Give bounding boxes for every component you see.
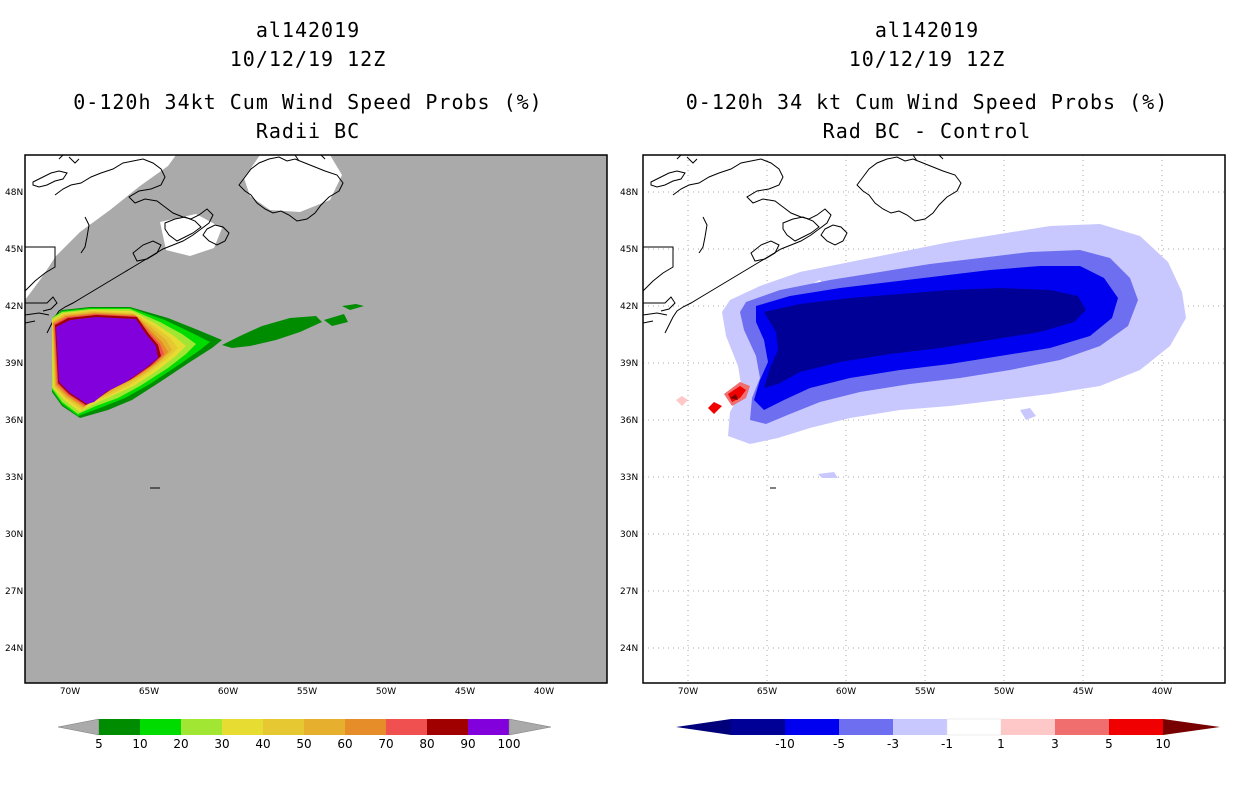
colorbar-swatch [263, 719, 304, 735]
left-subtitle: Radii BC [255, 119, 361, 143]
colorbar-label: 3 [1051, 737, 1059, 751]
right-map-panel [642, 154, 1226, 684]
left-axis-labels: 48N 45N 42N 39N 36N 33N 30N 27N 24N 70W 65W 60W 55W 5… [5, 188, 554, 697]
colorbar-swatch [1001, 719, 1055, 735]
colorbar-label: -10 [775, 737, 795, 751]
colorbar-swatch [1055, 719, 1109, 735]
colorbar-swatch [893, 719, 947, 735]
colorbar-label: 50 [296, 737, 311, 751]
colorbar-label: 40 [255, 737, 270, 751]
colorbar-swatch [304, 719, 345, 735]
right-subtitle: Rad BC - Control [822, 119, 1032, 143]
colorbar-label: 90 [460, 737, 475, 751]
lon-label-50w: 50W [994, 687, 1014, 697]
colorbar-label: -5 [833, 737, 845, 751]
lat-label-36n: 36N [5, 416, 23, 426]
lon-label-45w: 45W [455, 687, 475, 697]
colorbar-high-arrow [508, 718, 552, 736]
colorbar-swatch [785, 719, 839, 735]
colorbar-label: 1 [997, 737, 1005, 751]
colorbar-label: 5 [1105, 737, 1113, 751]
colorbar-label: 10 [1155, 737, 1170, 751]
lon-label-50w: 50W [376, 687, 396, 697]
lat-label-30n: 30N [5, 530, 23, 540]
right-difference-shading [676, 224, 1186, 489]
colorbar-swatch [468, 719, 509, 735]
colorbar-label: 60 [337, 737, 352, 751]
left-map-panel [24, 154, 608, 684]
lat-label-48n: 48N [5, 188, 23, 198]
lon-label-65w: 65W [757, 687, 777, 697]
lon-label-60w: 60W [836, 687, 856, 697]
colorbar-swatch [731, 719, 785, 735]
colorbar-swatch [946, 718, 1002, 736]
lat-label-33n: 33N [5, 473, 23, 483]
lat-label-48n: 48N [620, 188, 638, 198]
left-title-block: al142019 10/12/19 12Z 0-120h 34kt Cum Wi… [8, 16, 608, 146]
colorbar-swatch [386, 719, 427, 735]
colorbar-label: 5 [95, 737, 103, 751]
lat-label-30n: 30N [620, 530, 638, 540]
colorbar-swatch [181, 719, 222, 735]
lat-label-27n: 27N [5, 587, 23, 597]
lon-label-45w: 45W [1073, 687, 1093, 697]
lat-label-36n: 36N [620, 416, 638, 426]
lat-label-45n: 45N [5, 245, 23, 255]
lon-label-60w: 60W [218, 687, 238, 697]
left-storm-id: al142019 [255, 18, 361, 42]
lon-label-70w: 70W [60, 687, 80, 697]
lat-label-24n: 24N [620, 644, 638, 654]
colorbar-high-arrow [1163, 719, 1220, 735]
right-colorbar: -10 -5 -3 -1 1 3 5 10 [676, 718, 1220, 751]
right-axis-labels: 48N 45N 42N 39N 36N 33N 30N 27N 24N 70W 65W 60W 55W 5… [620, 188, 1172, 697]
colorbar-label: 20 [173, 737, 188, 751]
colorbar-label: 80 [419, 737, 434, 751]
lat-label-33n: 33N [620, 473, 638, 483]
lat-label-42n: 42N [620, 302, 638, 312]
lon-label-40w: 40W [1152, 687, 1172, 697]
lat-label-27n: 27N [620, 587, 638, 597]
lat-label-42n: 42N [5, 302, 23, 312]
colorbar-swatch [427, 719, 468, 735]
right-storm-id: al142019 [874, 18, 980, 42]
colorbar-label: 70 [378, 737, 393, 751]
colorbar-label: 10 [132, 737, 147, 751]
lon-label-55w: 55W [915, 687, 935, 697]
colorbar-label: -3 [887, 737, 899, 751]
colorbar-low-arrow [676, 719, 731, 735]
lat-label-39n: 39N [620, 359, 638, 369]
lat-label-45n: 45N [620, 245, 638, 255]
right-title-block: al142019 10/12/19 12Z 0-120h 34 kt Cum W… [627, 16, 1227, 146]
left-map-background [25, 155, 607, 683]
colorbar-label: 100 [498, 737, 521, 751]
lon-label-55w: 55W [297, 687, 317, 697]
left-init-time: 10/12/19 12Z [229, 47, 387, 71]
colorbar-swatch [222, 719, 263, 735]
colorbar-low-arrow [57, 718, 100, 736]
lat-label-39n: 39N [5, 359, 23, 369]
colorbar-swatch [1109, 719, 1163, 735]
right-init-time: 10/12/19 12Z [848, 47, 1006, 71]
lon-label-65w: 65W [139, 687, 159, 697]
lon-label-40w: 40W [534, 687, 554, 697]
left-probability-shading [52, 304, 364, 489]
right-title: 0-120h 34 kt Cum Wind Speed Probs (%) [685, 90, 1169, 114]
colorbar-swatch [839, 719, 893, 735]
left-title: 0-120h 34kt Cum Wind Speed Probs (%) [73, 90, 543, 114]
colorbar-label: 30 [214, 737, 229, 751]
left-map-frame [24, 154, 608, 684]
lon-label-70w: 70W [678, 687, 698, 697]
colorbar-swatch [99, 719, 140, 735]
colorbar-swatch [140, 719, 181, 735]
left-colorbar: 5 10 20 30 40 50 60 70 80 90 100 [57, 718, 552, 751]
colorbar-label: -1 [941, 737, 953, 751]
right-map-frame [642, 154, 1226, 684]
colorbar-swatch [345, 719, 386, 735]
lat-label-24n: 24N [5, 644, 23, 654]
